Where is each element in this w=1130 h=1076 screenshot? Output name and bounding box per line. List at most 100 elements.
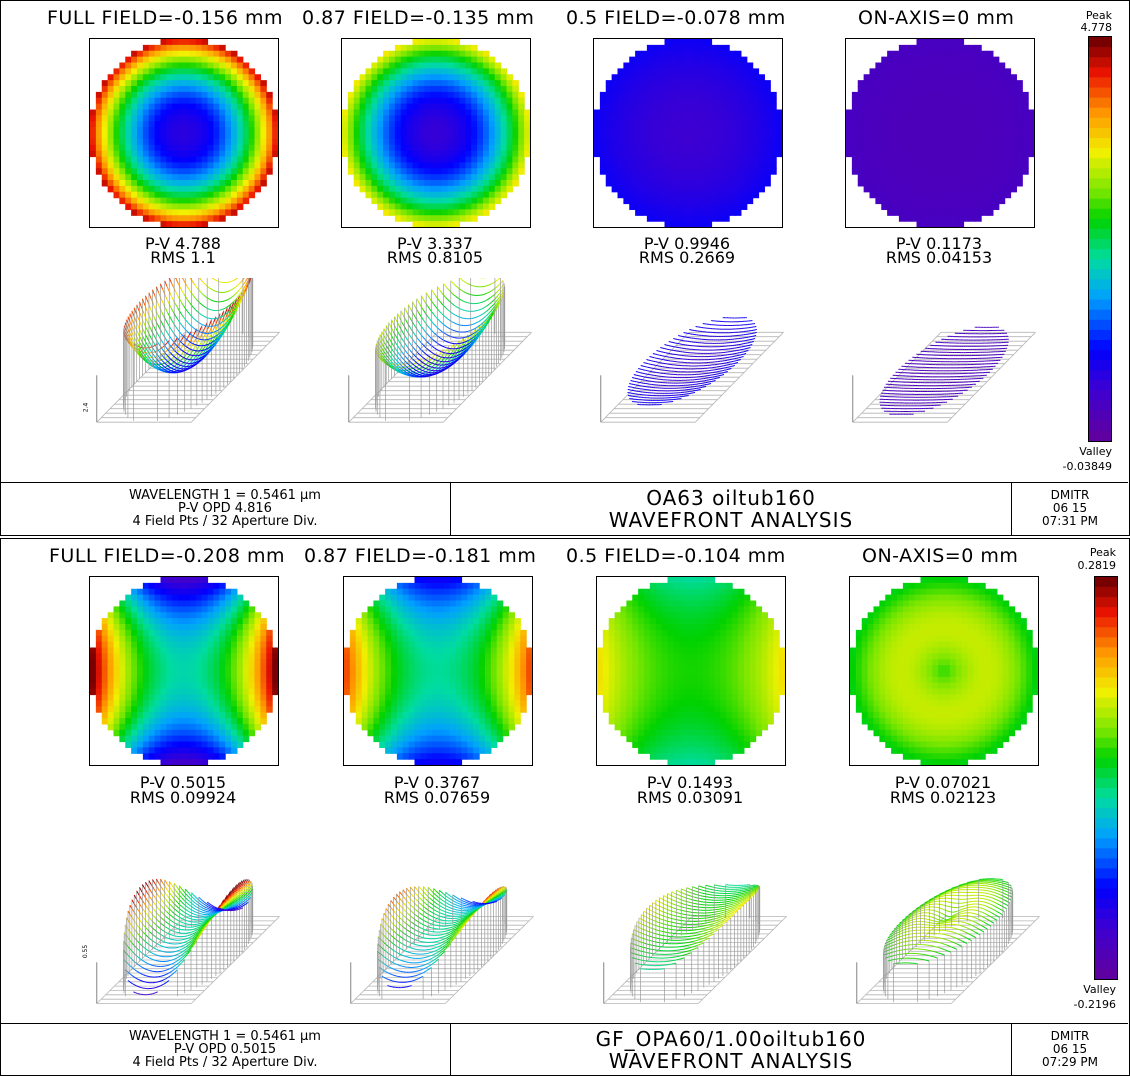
map-cell (705, 185, 713, 193)
map-cell (940, 91, 947, 99)
plot-line (210, 309, 213, 311)
map-cell (359, 103, 367, 111)
map-cell (857, 156, 865, 163)
map-cell (488, 180, 496, 187)
map-cell (1010, 138, 1017, 146)
map-cell (646, 80, 654, 87)
map-cell (717, 215, 724, 222)
plot-line (175, 335, 179, 339)
map-cell (142, 191, 150, 199)
map-cell (992, 185, 1000, 193)
plot-line (200, 291, 203, 294)
map-cell (272, 115, 278, 122)
map-cell (213, 127, 220, 134)
map-cell (178, 133, 185, 140)
map-cell (705, 150, 713, 158)
map-cell (934, 156, 941, 163)
map-cell (992, 144, 1000, 152)
map-cell (893, 180, 900, 187)
map-cell (957, 185, 965, 193)
plot-line (401, 365, 405, 369)
map-cell (975, 44, 982, 52)
map-cell (945, 221, 953, 227)
map-cell (764, 180, 771, 187)
map-cell (963, 91, 970, 99)
plot-line (223, 322, 227, 326)
map-cell (641, 91, 648, 99)
map-cell (957, 127, 965, 134)
map-cell (101, 150, 109, 158)
map-cell (219, 191, 226, 199)
plot-line (169, 358, 173, 362)
map-cell (676, 115, 683, 122)
map-cell (377, 127, 384, 134)
map-cell (424, 215, 431, 222)
map-cell (1004, 144, 1012, 152)
map-cell (154, 133, 162, 140)
map-cell (658, 56, 666, 64)
plot-line (210, 341, 213, 344)
map-cell (717, 180, 724, 187)
map-cell (178, 115, 185, 122)
map-cell (764, 168, 771, 175)
map-cell (846, 133, 853, 140)
plot-line (181, 302, 185, 307)
plot-line (187, 322, 191, 326)
map-cell (488, 162, 496, 169)
map-cell (125, 103, 132, 111)
map-cell (682, 191, 689, 199)
map-cell (231, 115, 238, 122)
map-cell (670, 180, 677, 187)
plot-line (153, 334, 157, 340)
map-cell (893, 56, 900, 64)
map-cell (981, 86, 988, 93)
plot-line (160, 368, 164, 372)
map-cell (125, 174, 132, 181)
map-cell (682, 215, 689, 222)
map-cell (752, 138, 760, 146)
map-cell (1016, 97, 1023, 105)
map-cell (987, 50, 994, 58)
map-cell (981, 156, 988, 163)
map-cell (359, 121, 367, 128)
map-cell (928, 138, 935, 146)
map-cell (213, 150, 220, 158)
plot-line (161, 360, 165, 364)
map-cell (963, 50, 970, 58)
map-cell (764, 91, 771, 99)
map-cell (201, 74, 209, 81)
map-cell (987, 162, 994, 169)
map-cell (746, 150, 754, 158)
map-cell (465, 74, 472, 81)
map-cell (418, 221, 425, 227)
map-cell (342, 109, 349, 116)
plot-line (192, 332, 196, 337)
plot-line (224, 307, 228, 315)
map-cell (693, 91, 701, 99)
map-cell (518, 103, 525, 111)
plot-line (171, 367, 175, 370)
map-cell (629, 97, 636, 105)
map-cell (160, 109, 167, 116)
map-cell (207, 115, 214, 122)
map-cell (137, 168, 144, 175)
plot-line (201, 304, 204, 307)
map-cell (940, 168, 947, 175)
map-cell (998, 86, 1006, 93)
map-cell (424, 133, 431, 140)
map-cell (922, 191, 929, 199)
map-cell (723, 44, 730, 52)
map-cell (951, 215, 959, 222)
map-cell (406, 121, 414, 128)
map-cell (430, 185, 437, 193)
map-cell (658, 138, 666, 146)
map-cell (928, 156, 935, 163)
map-cell (688, 162, 695, 169)
map-cell (142, 150, 150, 158)
map-cell (635, 133, 642, 140)
map-cell (477, 144, 484, 152)
map-cell (629, 115, 636, 122)
map-cell (453, 168, 461, 175)
map-cell (400, 191, 408, 199)
map-cell (254, 168, 261, 175)
